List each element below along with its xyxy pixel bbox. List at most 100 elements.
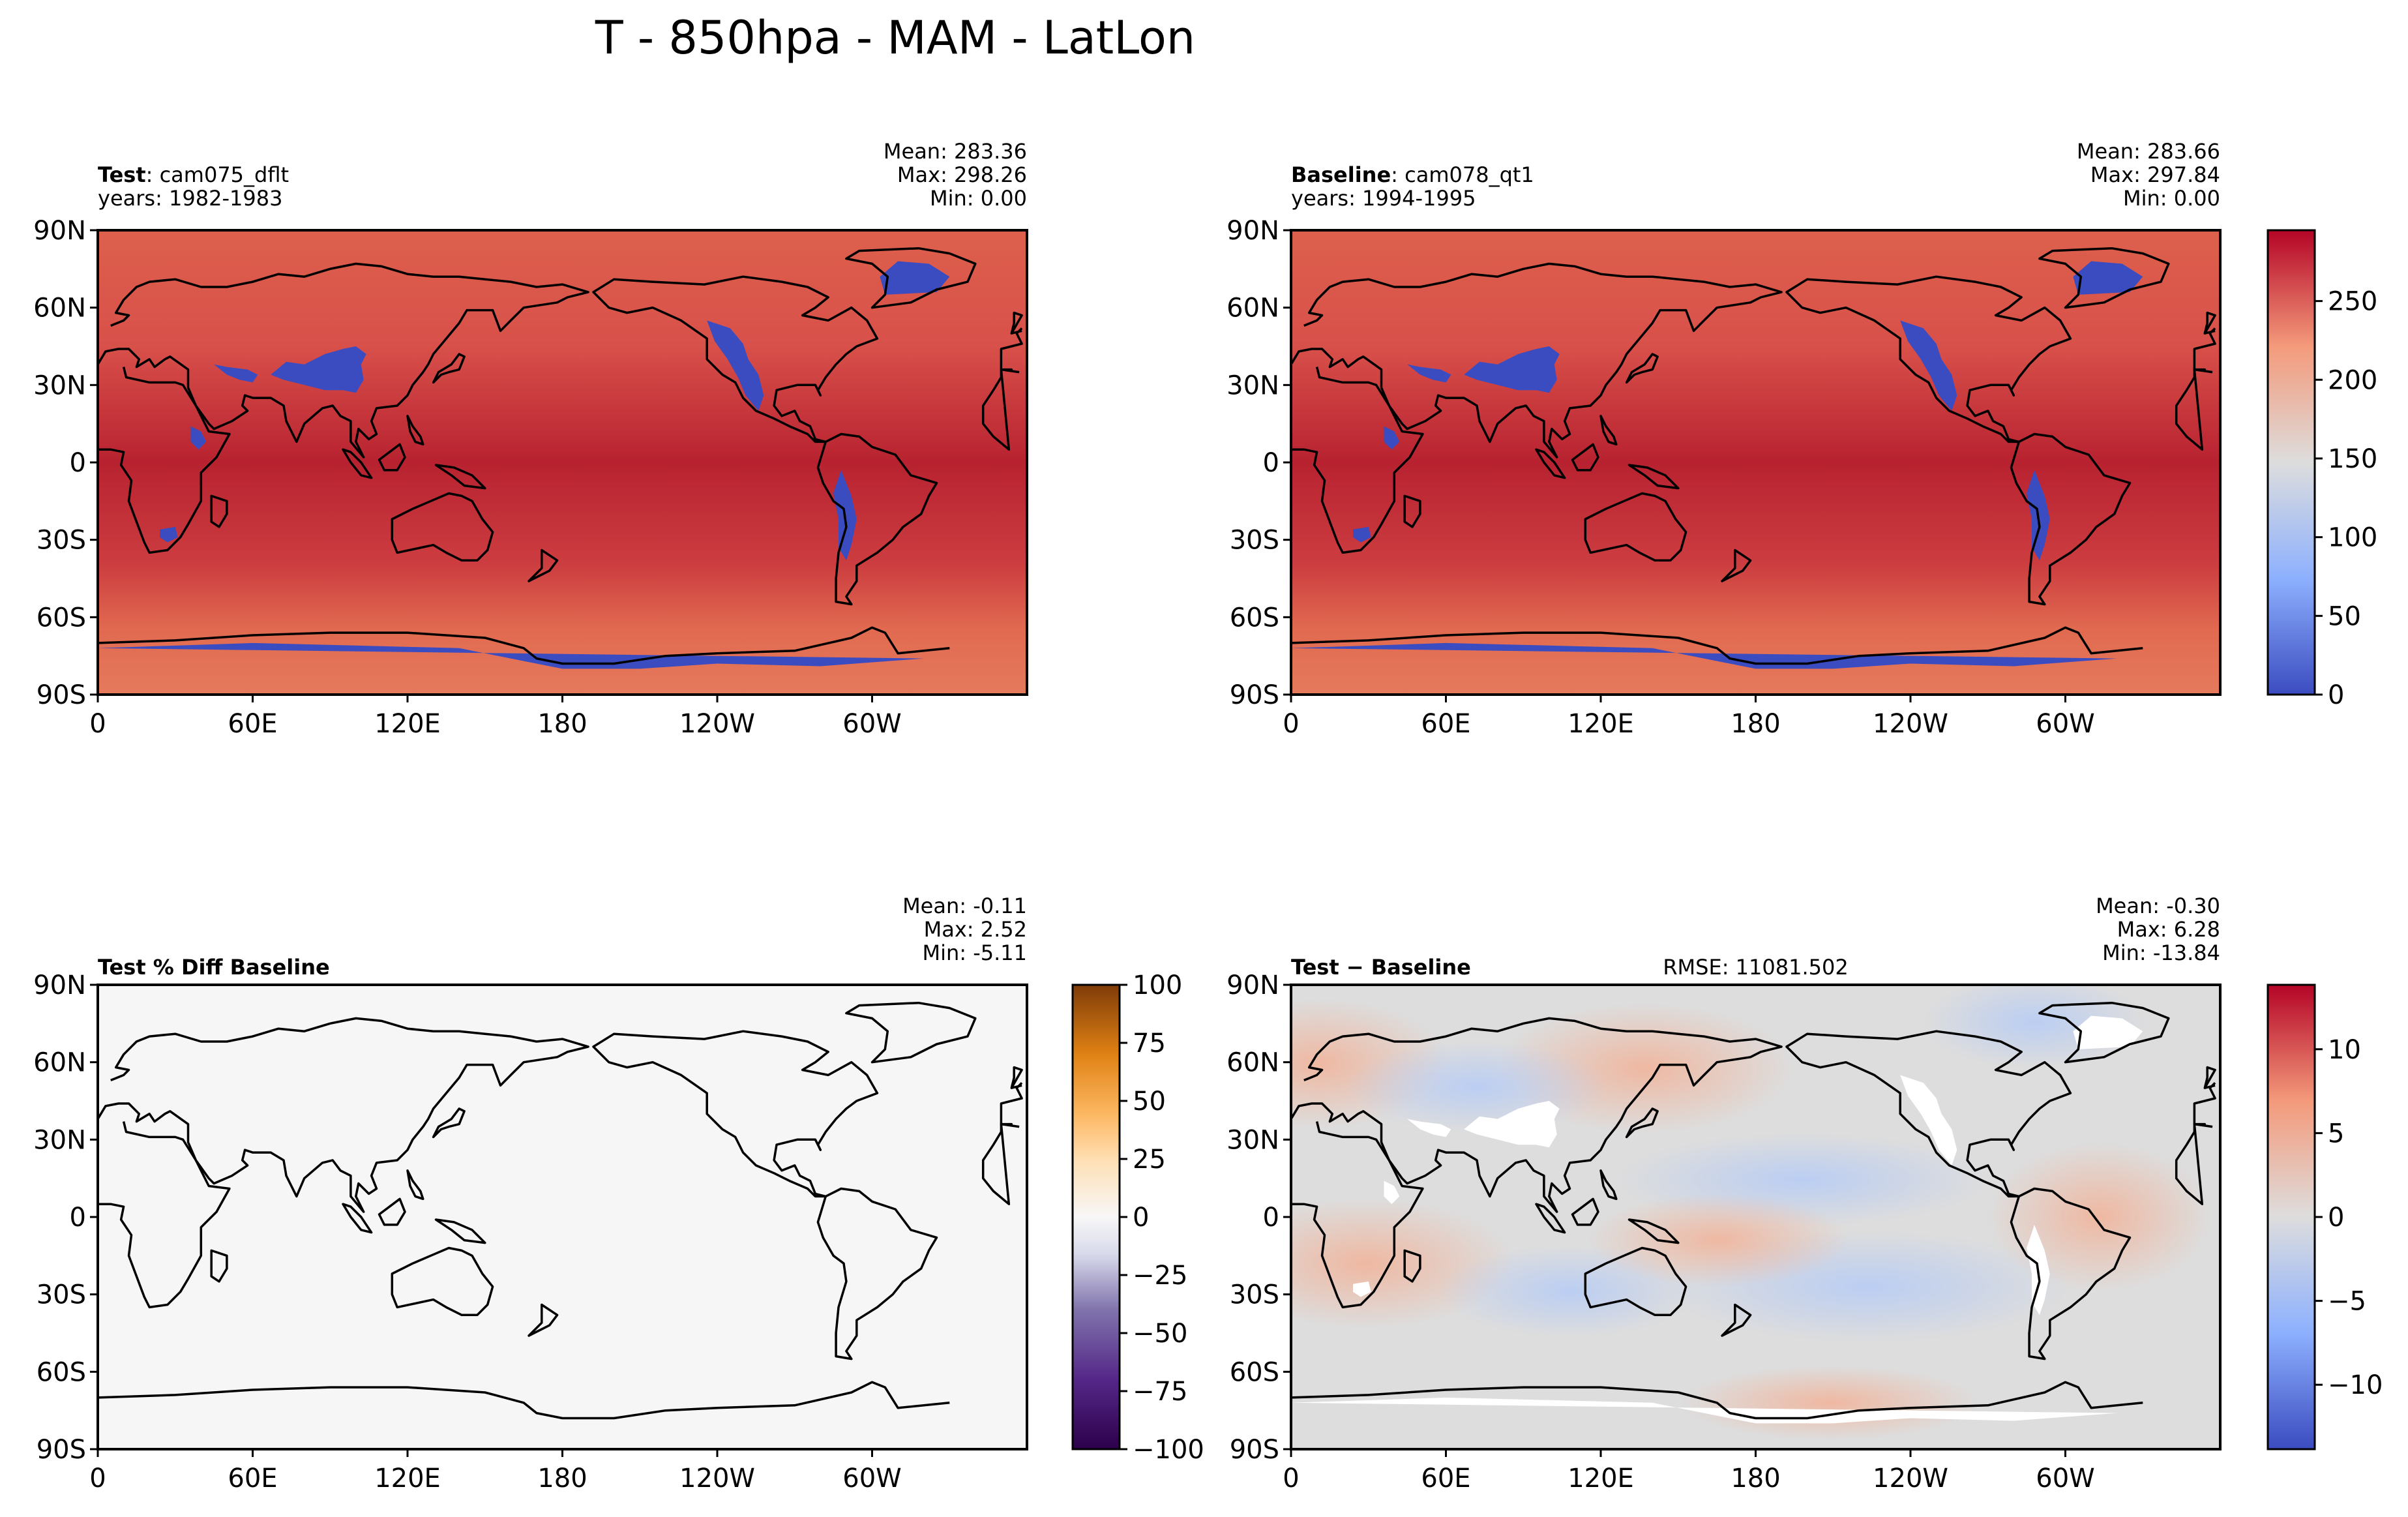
lon-tick-label: 60E (1421, 709, 1470, 739)
lon-tick-label: 60W (842, 709, 901, 739)
lon-tick-label: 120W (1873, 1464, 1948, 1494)
lon-tick-label: 120E (374, 1464, 441, 1494)
lat-tick-label: 90S (37, 1435, 86, 1465)
lon-tick-label: 60E (228, 709, 277, 739)
missing-region-greenland (2073, 1015, 2143, 1049)
lat-tick-label: 60N (1226, 293, 1279, 323)
map-field (98, 230, 1027, 695)
panel-label: Test − Baseline (1291, 955, 1471, 980)
lon-tick-label: 120E (1568, 1464, 1634, 1494)
colorbar-tick-label: 50 (1133, 1087, 1166, 1117)
missing-region-safrica (1353, 1281, 1371, 1297)
stat-mean: Mean: 283.66 (2077, 139, 2220, 164)
coastlines (1291, 247, 2216, 665)
stat-rmse: RMSE: 11081.502 (1663, 955, 1848, 980)
lat-tick-label: 30N (1226, 1125, 1279, 1155)
colorbar-tick-label: −10 (2328, 1370, 2383, 1400)
coastline-greenland (845, 247, 977, 309)
missing-region-antarctic (1291, 1397, 2117, 1449)
masked-region-tibet (271, 346, 366, 393)
lat-tick-label: 30N (33, 370, 86, 400)
coastline-borneo (378, 1197, 406, 1226)
coastline-africa (98, 367, 1020, 554)
lat-tick-label: 60S (1230, 603, 1279, 633)
lat-tick-label: 60N (1226, 1048, 1279, 1078)
colorbar-tick-label: −25 (1133, 1261, 1187, 1291)
coastline-africa (98, 1121, 1020, 1309)
lat-tick-label: 90N (1226, 970, 1279, 1000)
coastline-namerica (1785, 1030, 2072, 1198)
colorbar-difference: −10 −5 0 5 10 (2267, 984, 2383, 1450)
coastline-philippines (1599, 1169, 1618, 1201)
lat-tick-label: 0 (1263, 448, 1279, 478)
colorbar-tick-label: 25 (1133, 1145, 1166, 1175)
coastline-japan (432, 353, 466, 384)
masked-region-greenland (880, 261, 950, 295)
coastline-madagascar (210, 1249, 228, 1283)
stat-min: Min: -5.11 (922, 940, 1027, 965)
colorbar-tick-label: 0 (2328, 1203, 2344, 1233)
anomaly-warm-6 (1681, 1365, 1979, 1440)
lon-tick-label: 120W (1873, 709, 1948, 739)
stat-min: Min: -13.84 (2102, 940, 2220, 965)
colorbar-absolute: 0 50 100 150 200 250 (2267, 229, 2377, 710)
masked-region-antarctic (98, 642, 924, 695)
map-field (1291, 985, 2220, 1449)
lon-tick-label: 120W (679, 709, 755, 739)
coastline-samerica (816, 1187, 938, 1360)
coastline-antarctica (98, 1381, 950, 1420)
lat-tick-label: 30S (37, 526, 86, 556)
lat-tick-label: 30S (1230, 1280, 1279, 1310)
colorbar-tick-label: 50 (2328, 601, 2361, 631)
coastline-antarctica (98, 626, 950, 665)
coastline-madagascar (210, 494, 228, 528)
coastline-antarctica (1291, 626, 2143, 665)
lat-tick-label: 60S (37, 1357, 86, 1387)
lat-tick-label: 0 (70, 448, 86, 478)
lon-tick-label: 120W (679, 1464, 755, 1494)
lon-tick-label: 0 (1283, 1464, 1299, 1494)
lon-tick-label: 120E (374, 709, 441, 739)
coastlines (98, 1001, 1023, 1420)
stat-max: Max: 6.28 (2117, 917, 2220, 942)
colorbar-tick-label: 0 (1133, 1203, 1149, 1233)
coastline-borneo (1571, 1197, 1599, 1226)
coastline-africa (1291, 1121, 2213, 1309)
lat-tick-label: 90N (33, 970, 86, 1000)
colorbar-tick-label: 200 (2328, 365, 2377, 395)
masked-region-iran (214, 364, 258, 383)
lat-tick-label: 60N (33, 1048, 86, 1078)
lat-tick-label: 60S (1230, 1357, 1279, 1387)
stat-max: Max: 297.84 (2090, 162, 2220, 187)
colorbar-tick-label: −75 (1133, 1377, 1187, 1407)
coastlines (98, 247, 1023, 665)
masked-region-greenland (2073, 261, 2143, 295)
lat-tick-label: 60N (33, 293, 86, 323)
panel-years: years: 1994-1995 (1291, 186, 1476, 211)
lon-tick-label: 60E (1421, 1464, 1470, 1494)
coastline-madagascar (1403, 494, 1421, 528)
panel-label: Baseline: cam078_qt1 (1291, 162, 1534, 187)
masked-region-tibet (1464, 346, 1560, 393)
coastline-nzealand (1721, 548, 1752, 582)
lat-tick-label: 60S (37, 603, 86, 633)
lat-tick-label: 90S (37, 680, 86, 710)
missing-region-tibet (1464, 1101, 1560, 1148)
lon-tick-label: 0 (89, 1464, 106, 1494)
coastline-namerica (1785, 275, 2072, 443)
lon-tick-label: 0 (1283, 709, 1299, 739)
colorbar-tick-label: 100 (2328, 523, 2377, 553)
coastline-borneo (378, 443, 406, 472)
lat-tick-label: 30N (33, 1125, 86, 1155)
coastline-sumatra (342, 1203, 373, 1234)
lon-tick-label: 180 (537, 1464, 587, 1494)
coastline-namerica (592, 1030, 879, 1198)
lon-tick-label: 60E (228, 1464, 277, 1494)
coastline-japan (432, 1107, 466, 1139)
lat-tick-label: 90N (1226, 216, 1279, 246)
coastline-australia (391, 492, 494, 562)
